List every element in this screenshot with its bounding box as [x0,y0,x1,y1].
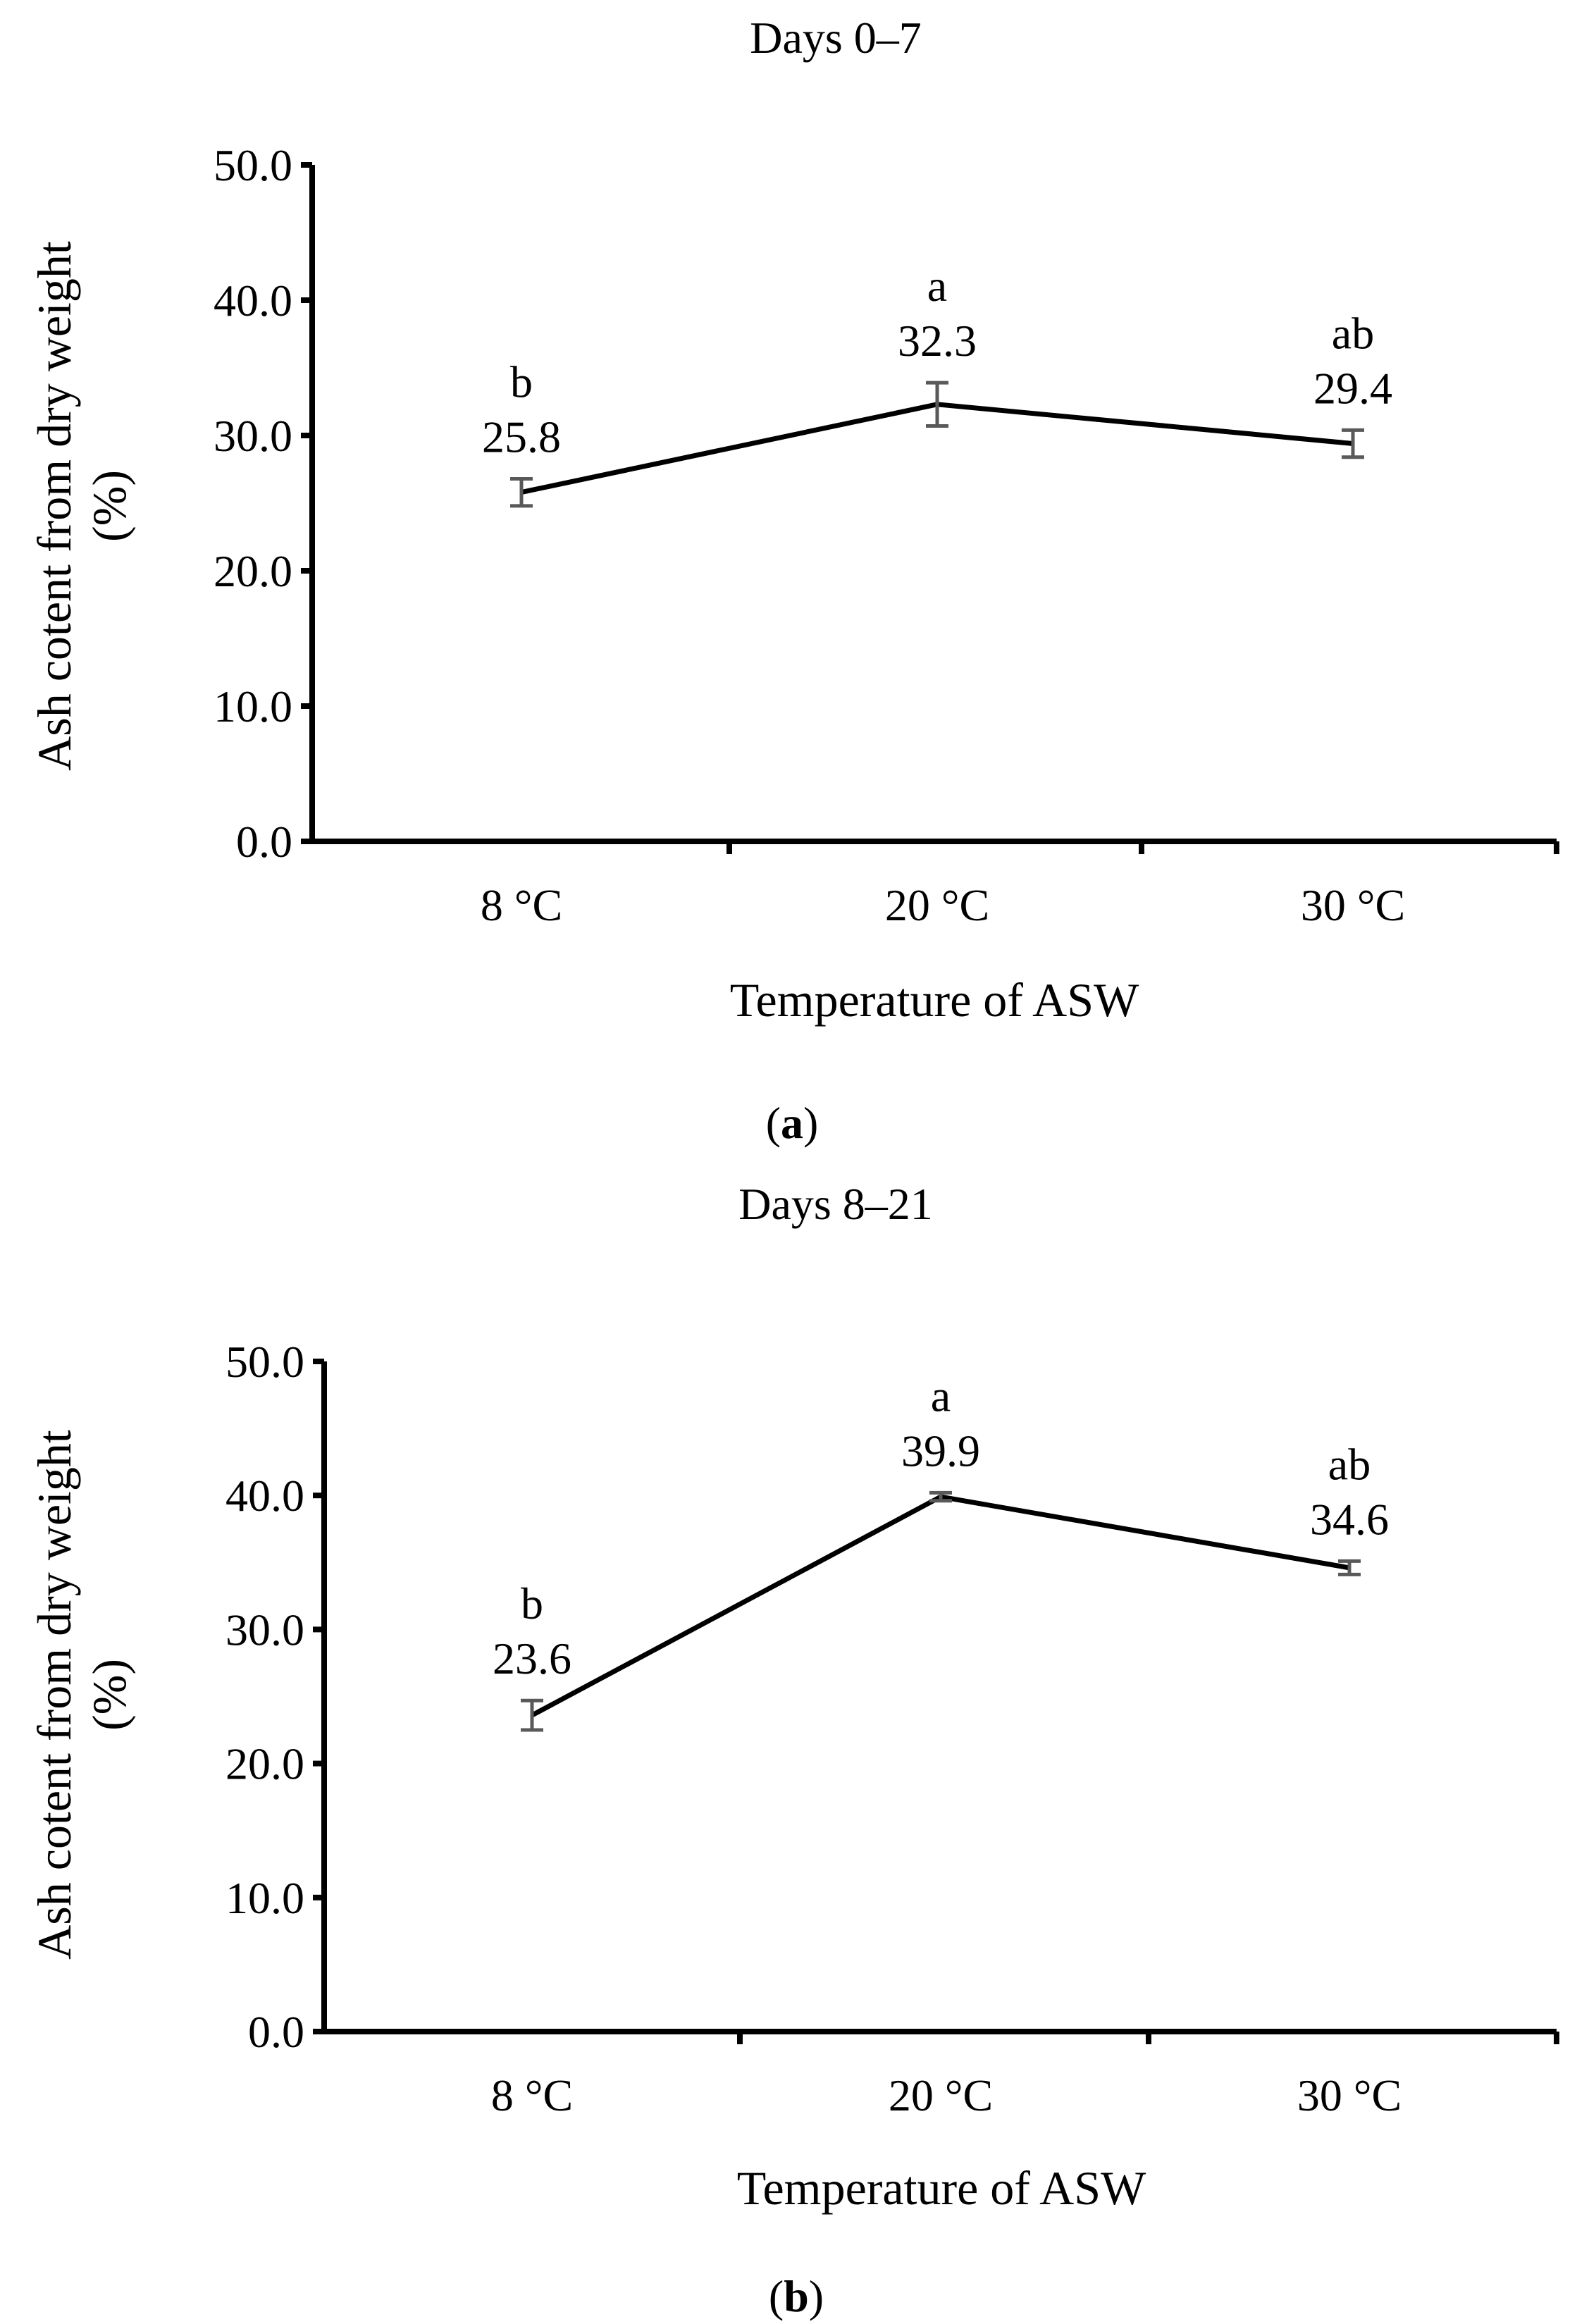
y-tick-label: 40.0 [214,276,292,326]
x-axis-label: Temperature of ASW [737,2161,1146,2215]
error-bar [929,1490,952,1503]
chart-title: Days 0–7 [750,13,922,63]
error-bar [926,381,948,428]
y-tick-label: 30.0 [225,1605,304,1655]
significance-letter: a [927,261,947,311]
y-axis-label: Ash cotent from dry weight (%) [27,1430,136,1960]
x-tick-label: 8 °C [491,2070,573,2120]
y-tick-label: 20.0 [214,546,292,596]
y-tick-label: 50.0 [214,140,292,190]
significance-letter: ab [1328,1439,1371,1489]
error-bar [521,1698,543,1732]
chart-panel-a: Days 0–7 Ash cotent from dry weight (%) … [27,13,1559,1148]
y-tick-label: 0.0 [236,817,292,867]
y-axis-label-line-1: Ash cotent from dry weight [27,241,81,771]
significance-letter: a [931,1371,951,1421]
x-tick-label: 30 °C [1301,880,1405,930]
data-value-label: 23.6 [493,1633,571,1683]
chart-title: Days 8–21 [738,1179,933,1229]
x-tick-label: 8 °C [481,880,562,930]
data-value-label: 34.6 [1310,1494,1389,1544]
data-value-label: 32.3 [898,316,977,366]
y-axis-label-line-2: (%) [82,1659,136,1731]
x-tick-label: 30 °C [1297,2070,1402,2120]
error-bar [1338,1559,1361,1576]
significance-letter: b [510,357,533,407]
y-axis-label-line-2: (%) [82,470,136,542]
y-axis-label: Ash cotent from dry weight (%) [27,241,136,771]
panel-caption-a: (a) [766,1098,819,1148]
series-line [531,1494,1350,1718]
y-tick-label: 10.0 [214,681,292,731]
y-tick-label: 20.0 [225,1739,304,1789]
panel-caption-b: (b) [769,2271,824,2321]
x-axis-label: Temperature of ASW [730,973,1139,1027]
y-tick-label: 0.0 [248,2007,304,2057]
error-bar [1342,428,1364,459]
x-tick-label: 20 °C [885,880,989,930]
y-tick-label: 40.0 [225,1471,304,1521]
y-axis-label-line-1: Ash cotent from dry weight [27,1430,81,1960]
y-tick-label: 30.0 [214,411,292,461]
chart-panel-b: Days 8–21 Ash cotent from dry weight (%)… [27,1179,1559,2321]
significance-letter: ab [1332,308,1374,358]
significance-letter: b [521,1578,543,1628]
data-value-label: 39.9 [901,1426,980,1476]
error-bar [510,476,533,508]
y-tick-label: 50.0 [225,1337,304,1387]
data-value-label: 25.8 [482,412,561,462]
data-value-label: 29.4 [1313,363,1392,413]
x-tick-label: 20 °C [889,2070,993,2120]
y-tick-label: 10.0 [225,1873,304,1923]
